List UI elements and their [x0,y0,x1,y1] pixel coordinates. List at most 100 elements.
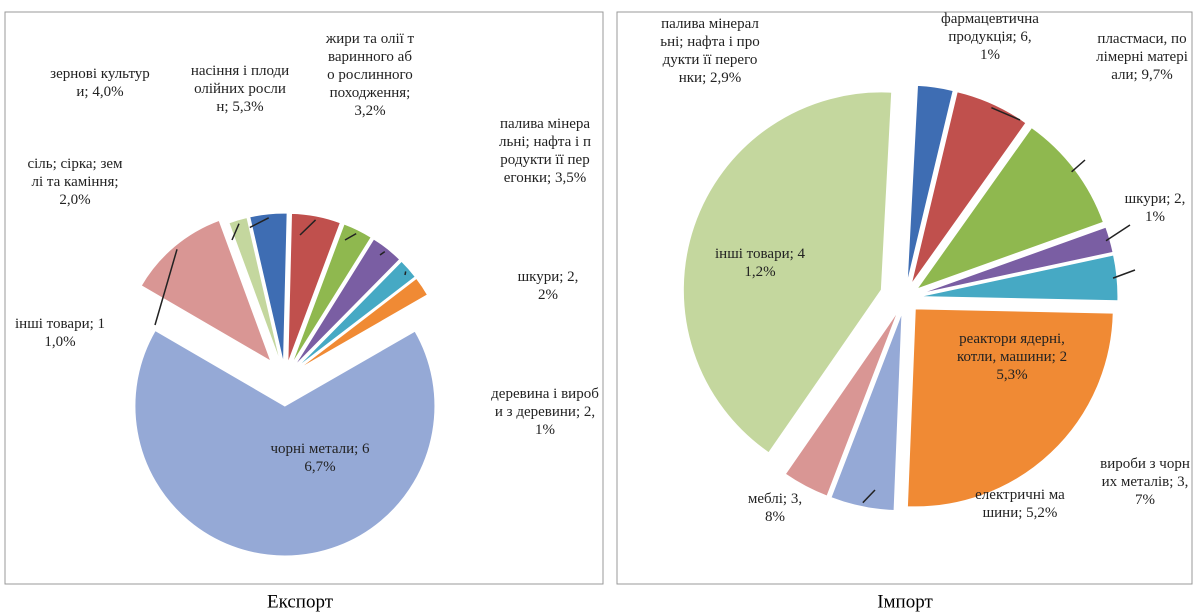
data-label: чорні метали; 66,7% [270,440,370,476]
data-label: шкури; 2,1% [1120,190,1190,226]
pie-slice [682,91,893,454]
chart-title: Імпорт [877,591,933,612]
data-label: жири та олії тваринного або рослинного п… [325,30,415,120]
pie-slice [910,91,1027,285]
leader-line [862,489,876,504]
value-label: 3,8% [765,491,803,525]
data-label: інші товари; 41,2% [715,245,805,281]
data-label: деревина і вироби з деревини; 2,1% [490,385,600,439]
leader-line [379,251,386,256]
category-label: реактори ядерні, котли, машини; [956,331,1065,365]
value-label: 5,2% [1026,505,1058,521]
chart-title: Експорт [267,591,334,612]
data-label: електричні машини; 5,2% [975,486,1065,522]
leader-line [231,223,240,241]
value-label: 11,0% [44,316,105,350]
value-label: 66,7% [304,441,370,475]
category-label: інші товари; [15,316,94,332]
data-label: інші товари; 11,0% [15,315,105,351]
data-label: меблі; 3,8% [740,490,810,526]
leader-line [1071,159,1086,173]
pie-slice [830,312,903,512]
category-label: вироби з чорних металів; [1100,456,1190,490]
data-label: пластмаси, полімерні матеріали; 9,7% [1095,30,1190,84]
pie-slice [297,277,429,371]
data-label: реактори ядерні, котли, машини; 25,3% [955,330,1070,384]
value-label: 25,3% [996,349,1068,383]
leader-line [404,271,407,276]
data-label: шкури; 2,2% [508,268,588,304]
value-label: 5,3% [232,99,264,115]
data-label: зернові культури; 4,0% [45,65,155,101]
pie-slice [906,84,954,284]
data-label: шкури; 2,2% [508,268,588,304]
data-label: вироби з чорних металів; 3,7% [1100,455,1190,509]
value-label: 6,1% [980,29,1032,63]
value-label: 3,5% [554,170,587,186]
data-label: шкури; 2,1% [1120,190,1190,226]
data-label: насіння і плоди олійних рослин; 5,3% [190,62,290,116]
leader-line [344,232,357,241]
category-label: електричні машини; [975,487,1065,521]
pie-slice [906,308,1114,508]
data-label: сіль; сірка; землі та каміння; 2,0% [25,155,125,209]
pie-slice [134,329,436,557]
pie-slice [140,219,272,363]
category-label: шкури; [1124,191,1171,207]
pie-slice [295,260,416,369]
category-label: чорні метали; [270,441,359,457]
value-label: 2,1% [535,404,596,438]
data-label: насіння і плоди олійних рослин; 5,3% [190,62,290,116]
value-label: 9,7% [1141,67,1173,83]
pie-slice [919,226,1114,295]
leader-line [154,249,178,326]
data-label: зернові культури; 4,0% [45,65,155,101]
data-label: електричні машини; 5,2% [975,486,1065,522]
data-label: пластмаси, полімерні матеріали; 9,7% [1095,30,1190,84]
data-label: жири та олії тваринного або рослинного п… [325,30,415,120]
data-label: сіль; сірка; землі та каміння; 2,0% [25,155,125,209]
data-label: фармацевтична продукція; 6,1% [940,10,1040,64]
data-label: палива мінеральні; нафта і продукти її п… [498,115,593,187]
pie-slice [249,212,288,364]
leader-line [991,107,1021,121]
value-label: 2,2% [538,269,579,303]
data-label: палива мінеральні; нафта і продукти її п… [660,15,760,87]
data-label: палива мінеральні; нафта і продукти її п… [498,115,593,187]
data-label: інші товари; 11,0% [15,315,105,351]
category-label: сіль; сірка; землі та каміння; [27,156,123,190]
category-label: зернові культури; [50,66,150,100]
pie-slice [293,238,401,367]
data-label: інші товари; 41,2% [715,245,805,281]
data-label: чорні метали; 66,7% [270,440,370,476]
pie-slice [784,310,899,497]
data-label: деревина і вироби з деревини; 2,1% [490,385,600,439]
data-label: вироби з чорних металів; 3,7% [1100,455,1190,509]
pie-slice [287,212,341,364]
data-label: реактори ядерні, котли, машини; 25,3% [955,330,1070,384]
data-label: фармацевтична продукція; 6,1% [940,10,1040,64]
pie-slice [291,223,372,365]
value-label: 4,0% [92,84,124,100]
category-label: насіння і плоди олійних рослин; [190,63,290,115]
value-label: 2,1% [1145,191,1186,225]
pie-slice [228,216,282,364]
category-label: шкури; [517,269,564,285]
category-label: палива мінеральні; нафта і продукти її п… [499,116,591,186]
category-label: деревина і вироби з деревини; [491,386,599,420]
pie-slice [919,254,1119,302]
leader-line [299,219,317,236]
data-label: палива мінеральні; нафта і продукти її п… [660,15,760,87]
value-label: 2,0% [59,192,91,208]
leader-line [1112,269,1136,279]
value-label: 3,2% [354,103,386,119]
category-label: пластмаси, полімерні матеріали; [1096,31,1188,83]
category-label: фармацевтична продукція; [941,11,1039,45]
data-label: меблі; 3,8% [740,490,810,526]
value-label: 3,7% [1135,474,1189,508]
category-label: палива мінеральні; нафта і продукти її п… [660,16,760,86]
category-label: інші товари; [715,246,794,262]
value-label: 41,2% [744,246,805,280]
